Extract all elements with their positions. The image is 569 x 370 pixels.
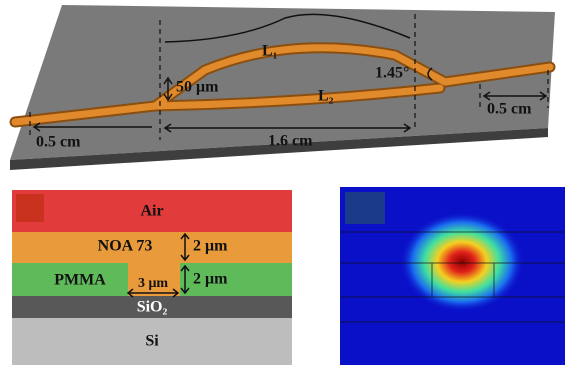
l1-label: L₁ xyxy=(262,43,278,60)
width-label: 3 μm xyxy=(138,276,168,291)
thickness-label: 2 μm xyxy=(193,271,228,288)
left-length-label: 0.5 cm xyxy=(36,134,81,151)
separation-label: 50 μm xyxy=(176,79,219,96)
mode-profile xyxy=(340,187,565,365)
angle-label: 1.45° xyxy=(375,65,409,82)
right-length-label: 0.5 cm xyxy=(487,101,532,118)
layer-label: SiO₂ xyxy=(137,299,168,316)
layer-label: Air xyxy=(140,203,163,220)
layer-label: PMMA xyxy=(54,272,106,289)
thickness-label: 2 μm xyxy=(193,238,228,255)
l2-label: L₂ xyxy=(318,88,334,105)
layer-label: Si xyxy=(145,333,159,350)
figure: L₁ L₂ 50 μm 1.45° 0.5 cm 0.5 cm 1.6 cm A… xyxy=(0,0,569,370)
layer-label: NOA 73 xyxy=(98,238,153,255)
center-length-label: 1.6 cm xyxy=(268,133,313,150)
